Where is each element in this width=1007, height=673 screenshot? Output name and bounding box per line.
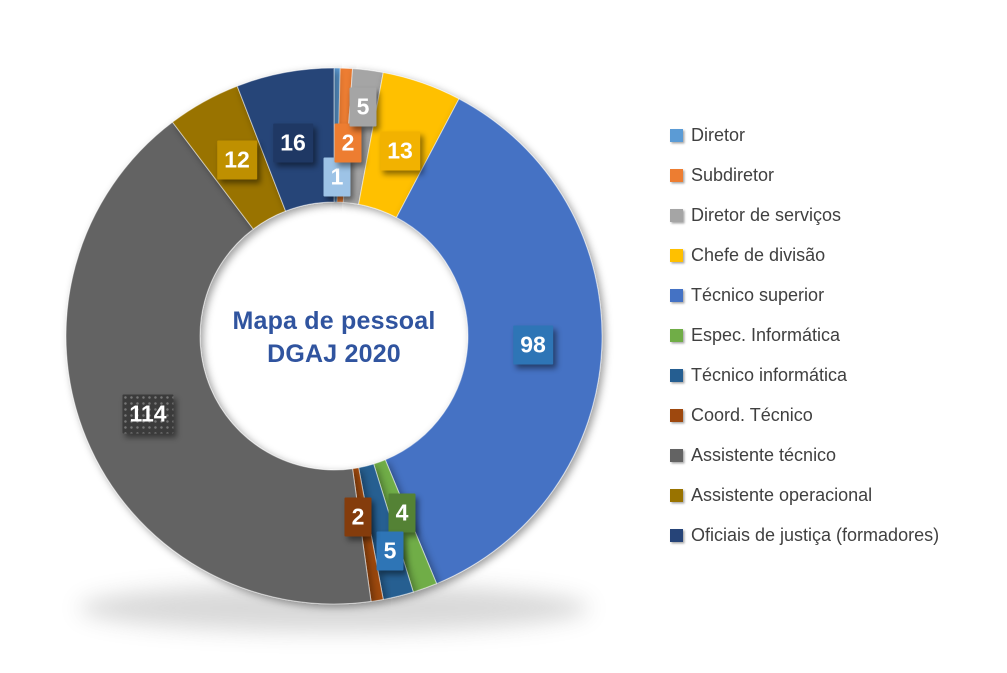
legend-swatch-icon [670,208,683,222]
data-label-5[interactable]: 98 [513,325,553,365]
legend-item-4[interactable]: Chefe de divisão [670,235,939,275]
data-label-6[interactable]: 4 [388,493,416,533]
legend-label: Subdiretor [691,164,775,185]
data-label-3[interactable]: 5 [349,87,377,127]
legend-swatch-icon [670,288,683,302]
legend-label: Técnico superior [691,284,825,305]
legend-swatch-icon [670,408,683,422]
legend-label: Diretor de serviços [691,204,842,225]
legend-item-9[interactable]: Assistente técnico [670,435,939,475]
chart-center-title-line1: Mapa de pessoal [232,307,436,335]
data-label-10[interactable]: 12 [217,140,257,180]
legend-label: Diretor [691,124,746,145]
legend-label: Chefe de divisão [691,244,826,265]
data-label-7[interactable]: 5 [376,531,404,571]
legend-label: Assistente operacional [691,484,873,505]
legend-swatch-icon [670,528,683,542]
data-label-4[interactable]: 13 [380,131,420,171]
chart-center-title: Mapa de pessoal DGAJ 2020 [199,305,469,371]
pie-slice-5[interactable] [384,98,603,585]
legend-label: Técnico informática [691,364,848,385]
legend-item-8[interactable]: Coord. Técnico [670,395,939,435]
legend-item-2[interactable]: Subdiretor [670,155,939,195]
legend-item-11[interactable]: Oficiais de justiça (formadores) [670,515,939,555]
legend-item-5[interactable]: Técnico superior [670,275,939,315]
legend-swatch-icon [670,488,683,502]
chart-center-title-line2: DGAJ 2020 [267,340,401,368]
legend-swatch-icon [670,128,683,142]
data-label-2[interactable]: 2 [334,123,362,163]
pie-slice-9[interactable] [65,121,372,605]
legend-item-7[interactable]: Técnico informática [670,355,939,395]
legend-item-6[interactable]: Espec. Informática [670,315,939,355]
data-label-9[interactable]: 114 [122,394,174,434]
legend-swatch-icon [670,368,683,382]
data-label-1[interactable]: 1 [323,157,351,197]
legend-label: Assistente técnico [691,444,837,465]
data-label-8[interactable]: 2 [344,497,372,537]
legend-item-1[interactable]: Diretor [670,115,939,155]
chart-ground-shadow [79,584,589,632]
legend-label: Coord. Técnico [691,404,813,425]
legend-item-10[interactable]: Assistente operacional [670,475,939,515]
data-label-11[interactable]: 16 [273,123,313,163]
legend-label: Oficiais de justiça (formadores) [691,524,940,545]
legend-label: Espec. Informática [691,324,841,345]
legend-swatch-icon [670,448,683,462]
chart-legend: Diretor Subdiretor Diretor de serviços Chef… [670,115,939,555]
legend-swatch-icon [670,248,683,262]
legend-swatch-icon [670,328,683,342]
legend-item-3[interactable]: Diretor de serviços [670,195,939,235]
legend-swatch-icon [670,168,683,182]
